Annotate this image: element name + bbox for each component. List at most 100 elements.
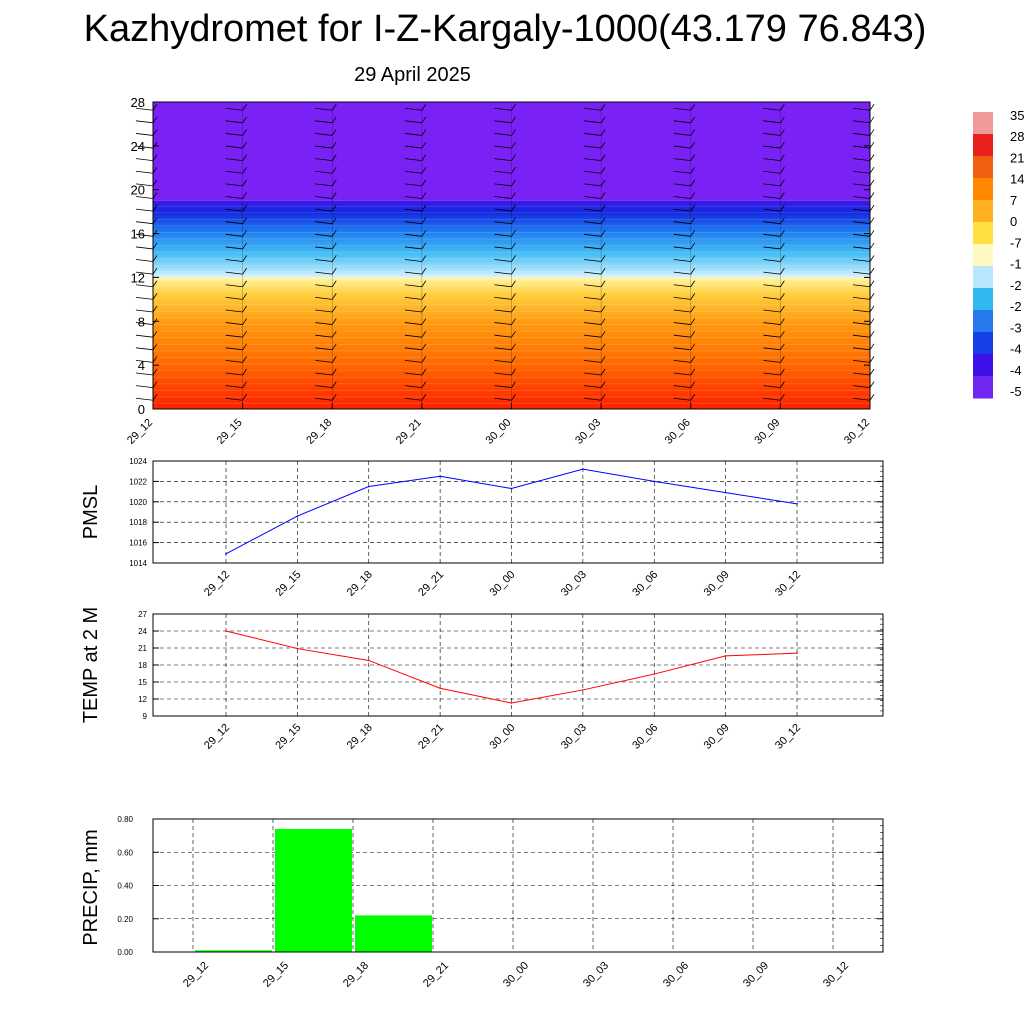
wind-barb — [763, 267, 785, 275]
wind-barb — [763, 104, 785, 111]
wind-barb-flag — [152, 280, 158, 287]
wind-barb-shaft — [225, 107, 243, 111]
wind-barb-flag — [421, 343, 427, 351]
wind-barb-shaft — [225, 120, 243, 124]
colorbar: 35 28 21 14 7 0 -7 -1 -2 -2 -3 -4 -4 -5 — [973, 108, 1024, 399]
wind-barb-flag — [152, 104, 158, 111]
wind-barb-flag — [780, 141, 785, 149]
wind-barb-shaft — [135, 158, 154, 162]
colorbar-label: -1 — [1010, 257, 1022, 272]
x-tick-label: 29_18 — [345, 569, 375, 599]
wind-barb — [673, 356, 696, 363]
wind-barb-shaft — [135, 107, 154, 111]
wind-barb-shaft — [584, 372, 602, 376]
wind-barb — [763, 305, 785, 313]
wind-barb-shaft — [763, 145, 781, 149]
wind-barb — [584, 167, 606, 174]
wind-barb-flag — [242, 330, 247, 338]
wind-barb-shaft — [673, 120, 691, 124]
wind-barb — [225, 116, 247, 124]
wind-barb — [494, 293, 516, 300]
wind-barb-flag — [690, 267, 696, 275]
wind-barb — [673, 394, 696, 401]
wind-barb-flag — [242, 394, 247, 401]
wind-barb-shaft — [852, 347, 871, 351]
y-tick-label: 20 — [131, 183, 145, 198]
wind-barb-shaft — [225, 296, 243, 300]
wind-barb-shaft — [494, 360, 512, 363]
wind-barb — [315, 104, 337, 111]
wind-barb — [404, 217, 427, 225]
wind-barb-shaft — [225, 309, 243, 313]
wind-barb-flag — [242, 267, 247, 275]
wind-barb-shaft — [673, 347, 691, 351]
wind-barb — [584, 129, 606, 136]
wind-barb-shaft — [225, 372, 243, 376]
pmsl-series-point — [510, 487, 513, 490]
wind-barb — [225, 255, 247, 262]
wind-barb-flag — [869, 330, 875, 338]
y-tick-label: 24 — [131, 139, 145, 154]
x-tick-label: 30_06 — [630, 569, 660, 599]
wind-barb-shaft — [852, 120, 871, 124]
wind-barb-shaft — [315, 347, 333, 351]
colorbar-label: -2 — [1010, 299, 1022, 314]
wind-barb-shaft — [763, 170, 781, 174]
x-tick-label: 29_21 — [421, 960, 451, 990]
wind-barb-flag — [780, 255, 785, 262]
wind-barb-shaft — [315, 397, 333, 401]
wind-barb-shaft — [225, 133, 243, 136]
colorbar-label: -4 — [1010, 363, 1022, 378]
wind-barb-flag — [690, 217, 696, 224]
wind-barb-shaft — [852, 158, 871, 162]
wind-barb — [673, 242, 696, 250]
colorbar-swatch — [973, 244, 993, 267]
wind-barb-shaft — [315, 170, 333, 174]
x-tick-label: 30_00 — [484, 417, 514, 447]
wind-barb-shaft — [315, 385, 333, 389]
wind-barb — [584, 192, 606, 199]
temp-series-point — [510, 702, 513, 704]
wind-barb-shaft — [584, 385, 602, 389]
wind-barb-shaft — [494, 246, 512, 250]
x-tick-label: 30_12 — [821, 960, 851, 990]
wind-barb-flag — [421, 230, 427, 237]
wind-barb — [494, 116, 516, 124]
wind-barb-flag — [242, 318, 247, 325]
wind-barb-shaft — [852, 296, 871, 300]
wind-barb-flag — [511, 255, 516, 262]
wind-barb-flag — [600, 293, 606, 300]
wind-barb-flag — [511, 293, 516, 300]
wind-barb — [673, 204, 696, 212]
wind-barb-shaft — [584, 347, 602, 351]
x-tick-label: 30_09 — [702, 569, 732, 599]
wind-barb-flag — [331, 305, 337, 313]
wind-barb-shaft — [315, 322, 333, 325]
y-tick-label: 0.40 — [117, 882, 133, 891]
wind-barb — [404, 204, 427, 212]
wind-barb-flag — [780, 293, 785, 300]
wind-barb — [584, 242, 606, 250]
wind-barb-flag — [152, 381, 158, 388]
wind-barb-shaft — [584, 309, 602, 313]
wind-barb-flag — [152, 141, 158, 149]
wind-barb-shaft — [763, 309, 781, 313]
wind-barb — [673, 104, 696, 111]
wind-barb-flag — [242, 255, 247, 262]
wind-barb-flag — [600, 394, 606, 401]
wind-barb-shaft — [494, 347, 512, 351]
wind-barb — [494, 381, 516, 389]
colorbar-label: 14 — [1010, 172, 1024, 187]
wind-barb-flag — [600, 356, 606, 363]
wind-barb-flag — [421, 204, 427, 212]
wind-barb-flag — [331, 394, 337, 401]
colorbar-swatch — [973, 222, 993, 245]
wind-barb-shaft — [763, 360, 781, 363]
wind-barb — [404, 141, 427, 149]
wind-barb-shaft — [225, 246, 243, 250]
wind-barb — [673, 255, 696, 262]
cross-section-panel: 0 4 8 12 16 20 24 28 29_12 29_15 29_18 29_21 30_00 30… — [125, 95, 875, 447]
x-tick-label: 30_12 — [773, 722, 803, 752]
x-tick-label: 29_12 — [181, 960, 211, 990]
wind-barb-flag — [511, 104, 516, 111]
